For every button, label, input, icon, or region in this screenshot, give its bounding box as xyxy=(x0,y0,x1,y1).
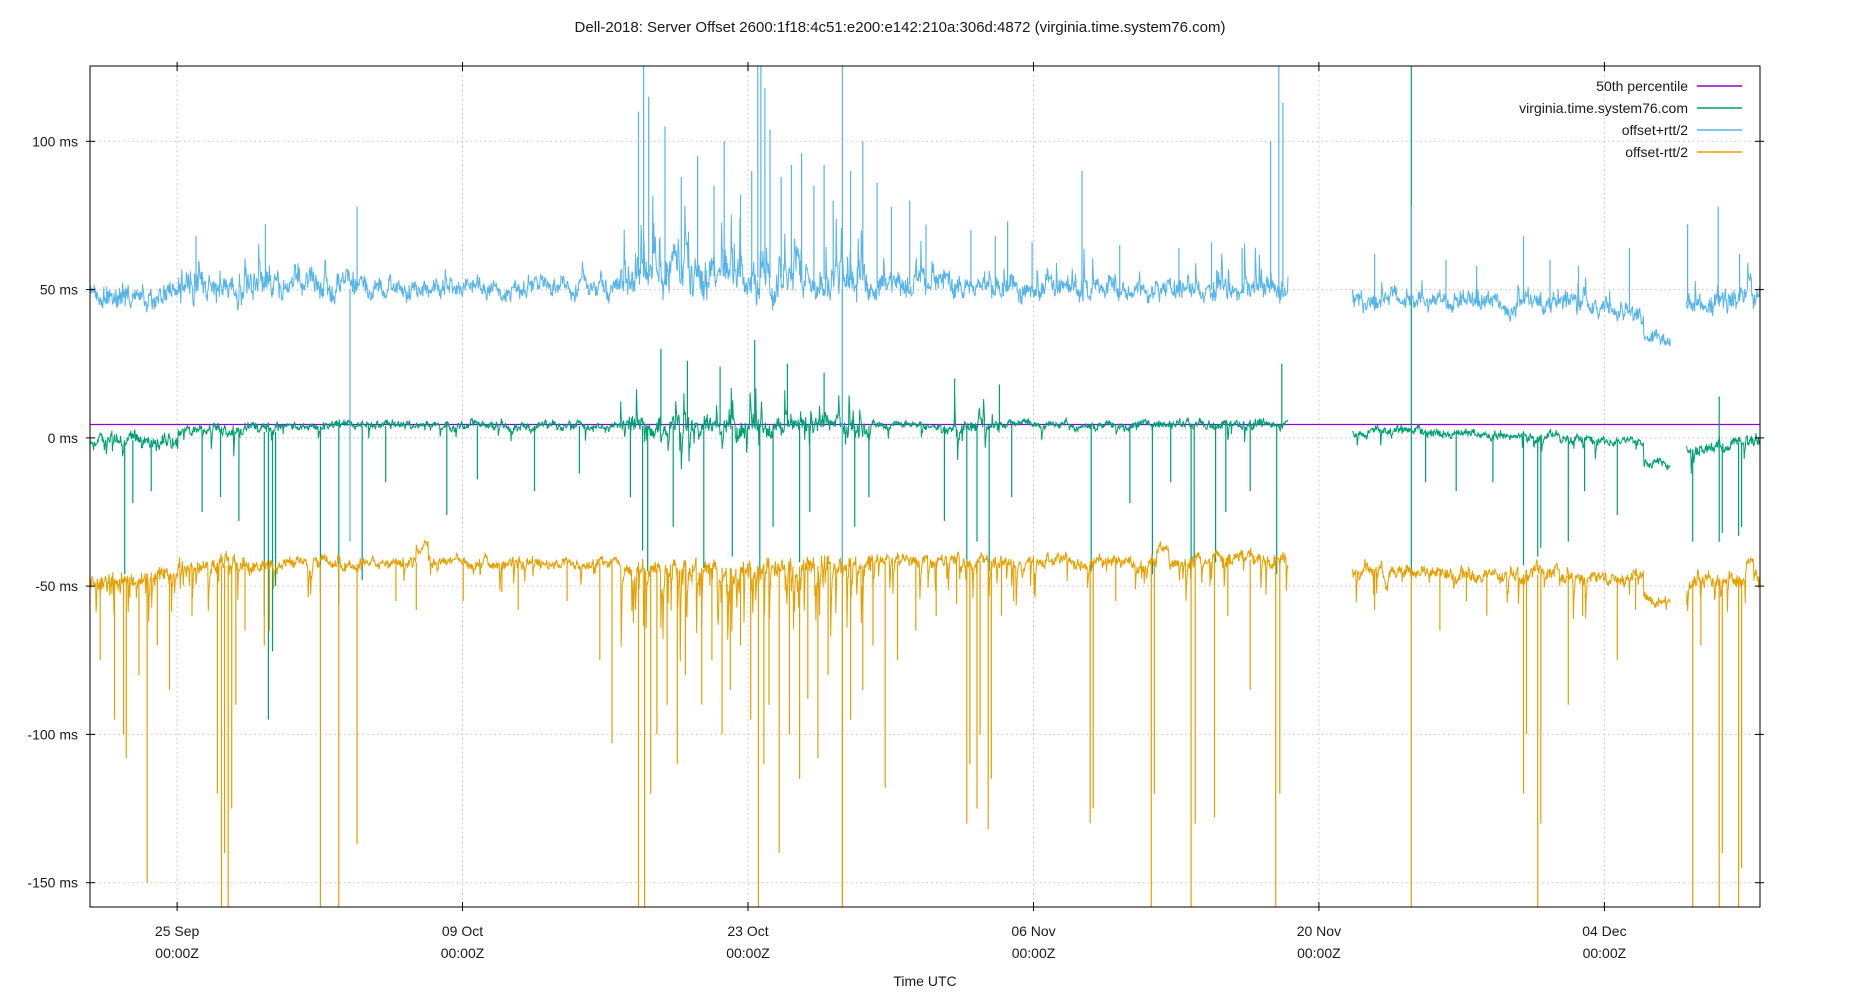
x-tick-label-time: 00:00Z xyxy=(441,945,485,961)
series-band xyxy=(90,195,1289,313)
y-tick-label: 0 ms xyxy=(48,430,78,446)
legend: 50th percentile virginia.time.system76.co… xyxy=(1519,78,1742,160)
x-tick-label-date: 23 Oct xyxy=(727,923,768,939)
x-tick-label-date: 25 Sep xyxy=(155,923,200,939)
x-tick-label-time: 00:00Z xyxy=(1012,945,1056,961)
series-band xyxy=(90,387,1289,470)
legend-label: offset-rtt/2 xyxy=(1625,144,1688,160)
series-band xyxy=(1351,423,1671,471)
plot-layers: 100 ms 50 ms 0 ms -50 ms -100 ms -150 ms 25 Se… xyxy=(27,62,1764,961)
tick-marks xyxy=(86,62,1764,911)
series-spikes xyxy=(124,66,1743,720)
legend-label: virginia.time.system76.com xyxy=(1519,100,1688,116)
y-tick-label: -150 ms xyxy=(27,875,78,891)
series-offset-rtt-2 xyxy=(90,539,1760,907)
x-tick-label-time: 00:00Z xyxy=(726,945,770,961)
y-tick-label: 50 ms xyxy=(40,282,78,298)
series-band xyxy=(90,539,1289,662)
y-tick-label: -100 ms xyxy=(27,726,78,742)
legend-label: offset+rtt/2 xyxy=(1622,122,1688,138)
x-tick-label-time: 00:00Z xyxy=(1297,945,1341,961)
series-band xyxy=(1686,433,1760,474)
series-band xyxy=(1686,262,1760,317)
x-tick-label-time: 00:00Z xyxy=(155,945,199,961)
series-spikes xyxy=(99,559,1743,907)
y-tick-label: -50 ms xyxy=(35,578,78,594)
gridlines xyxy=(90,66,1760,907)
axis-labels: 100 ms 50 ms 0 ms -50 ms -100 ms -150 ms 25 Se… xyxy=(27,133,1626,961)
series-offset-rtt-2 xyxy=(90,66,1760,907)
data-area xyxy=(90,66,1760,907)
x-tick-label-date: 20 Nov xyxy=(1297,923,1341,939)
series-spikes xyxy=(195,66,1741,907)
x-axis-title: Time UTC xyxy=(893,973,956,989)
x-tick-label-date: 06 Nov xyxy=(1011,923,1055,939)
series-band xyxy=(1351,277,1671,347)
series-virginia-time-system76-com xyxy=(90,66,1760,720)
y-tick-label: 100 ms xyxy=(32,133,78,149)
x-tick-label-date: 09 Oct xyxy=(442,923,483,939)
chart-title: Dell-2018: Server Offset 2600:1f18:4c51:… xyxy=(575,19,1226,36)
x-tick-label-date: 04 Dec xyxy=(1582,923,1626,939)
legend-label: 50th percentile xyxy=(1596,78,1688,94)
plot-border xyxy=(89,65,1761,908)
series-band xyxy=(1686,556,1760,612)
x-tick-label-time: 00:00Z xyxy=(1583,945,1627,961)
series-band xyxy=(1351,558,1671,620)
